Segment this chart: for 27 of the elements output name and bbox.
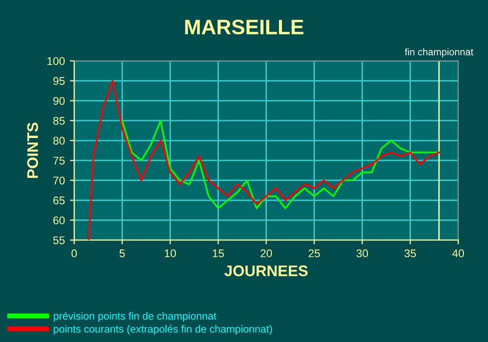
y-tick-label: 95 xyxy=(53,77,65,85)
x-tick-label: 10 xyxy=(164,249,176,258)
line-series xyxy=(121,120,440,210)
y-axis-title: POINTS xyxy=(27,122,38,178)
y-tick-label: 75 xyxy=(53,156,65,165)
chart-title: MARSEILLE xyxy=(185,20,304,34)
y-tick-label: 90 xyxy=(53,96,65,105)
legend-label: points courants (extrapolés fin de championnat) xyxy=(54,324,272,335)
x-tick-label: 15 xyxy=(212,250,224,258)
y-tick-label: 60 xyxy=(53,216,65,224)
legend-label: prévision points fin de championnat xyxy=(54,312,216,322)
x-tick-label: 35 xyxy=(404,249,416,258)
x-tick-label: 20 xyxy=(260,249,272,258)
ref-line-label: fin championnat xyxy=(404,48,474,58)
x-axis-title: JOURNEES xyxy=(224,265,308,276)
x-tick-label: 0 xyxy=(72,249,77,258)
y-tick-label: 80 xyxy=(53,136,65,145)
x-tick-label: 5 xyxy=(120,250,125,258)
y-tick-label: 70 xyxy=(53,176,65,184)
y-tick-label: 100 xyxy=(47,57,65,66)
x-tick-label: 40 xyxy=(452,249,464,258)
x-tick-label: 25 xyxy=(308,249,320,258)
y-tick-label: 65 xyxy=(53,196,65,204)
line-series xyxy=(88,80,440,240)
y-tick-label: 85 xyxy=(53,116,65,125)
y-tick-label: 55 xyxy=(53,236,65,244)
x-tick-label: 30 xyxy=(356,249,368,258)
